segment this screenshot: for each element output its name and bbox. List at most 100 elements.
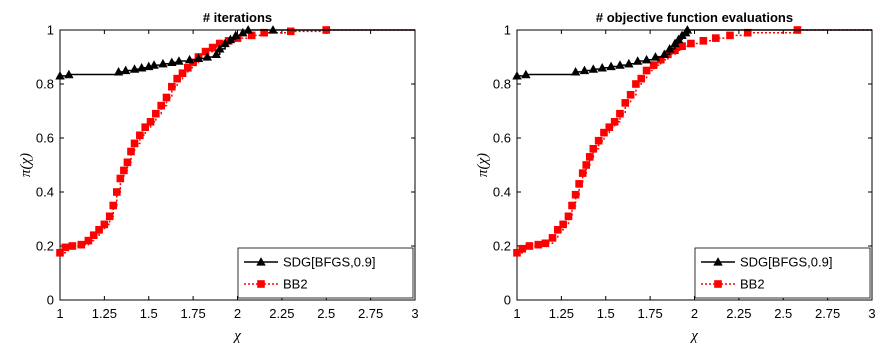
data-point	[157, 101, 165, 110]
y-tick-label: 0	[47, 293, 54, 308]
data-point	[61, 243, 70, 252]
series-bb2	[56, 26, 415, 257]
data-point	[215, 44, 225, 53]
legend-marker	[713, 257, 723, 266]
data-point	[100, 220, 109, 229]
y-tick-label: 0.6	[493, 131, 511, 146]
legend-marker	[257, 280, 265, 288]
data-point	[243, 25, 253, 34]
data-point	[564, 212, 573, 221]
data-point	[579, 65, 590, 75]
data-point	[84, 236, 93, 245]
data-point	[158, 58, 168, 68]
data-point	[174, 56, 184, 65]
data-point	[606, 61, 616, 71]
data-point	[109, 201, 118, 210]
x-tick-label: 2.75	[815, 306, 840, 321]
data-point	[184, 54, 195, 64]
data-point	[711, 34, 720, 42]
data-point	[726, 31, 734, 40]
data-point	[571, 190, 580, 199]
data-point	[162, 93, 171, 102]
data-point	[123, 158, 132, 167]
data-point	[541, 239, 550, 248]
x-axis-label: χ	[689, 328, 698, 344]
data-point	[616, 109, 624, 118]
y-tick-label: 0.8	[36, 77, 54, 92]
data-point	[149, 60, 159, 69]
data-point	[600, 128, 608, 137]
data-point	[610, 118, 619, 126]
data-point	[624, 58, 634, 68]
data-point	[743, 28, 752, 37]
data-point	[678, 42, 686, 51]
data-point	[184, 64, 192, 72]
legend: SDG[BFGS,0.9] BB2	[237, 247, 414, 299]
data-point	[152, 109, 160, 118]
y-tick-label: 0.2	[36, 239, 54, 254]
data-point	[578, 169, 587, 177]
x-tick-label: 3	[868, 306, 875, 321]
data-point	[260, 28, 268, 37]
data-point	[167, 57, 177, 67]
y-tick-label: 0.4	[36, 185, 54, 200]
data-point	[621, 99, 630, 107]
x-tick-label: 1.25	[92, 306, 117, 321]
data-point	[585, 153, 594, 161]
x-tick-label: 1	[513, 306, 520, 321]
data-point	[130, 139, 139, 148]
data-point	[642, 66, 651, 75]
data-point	[116, 174, 125, 183]
y-tick-label: 0.8	[493, 77, 511, 92]
y-tick-label: 1	[47, 23, 54, 38]
x-tick-label: 1.25	[549, 306, 574, 321]
legend-box	[694, 247, 871, 299]
data-point	[129, 64, 140, 73]
y-tick-label: 0.4	[493, 185, 511, 200]
data-point	[597, 62, 607, 72]
data-point	[626, 91, 635, 99]
x-tick-label: 2.5	[774, 306, 792, 321]
data-point	[525, 242, 534, 250]
data-point	[113, 188, 121, 196]
data-point	[68, 242, 77, 250]
x-tick-label: 2.25	[726, 306, 751, 321]
data-point	[650, 52, 661, 61]
data-point	[605, 123, 614, 131]
y-axis-label: π(χ)	[18, 153, 34, 177]
series-sdg	[55, 25, 415, 80]
data-point	[659, 49, 670, 58]
data-point	[568, 201, 576, 210]
legend: SDG[BFGS,0.9] BB2	[694, 247, 871, 299]
legend-label: SDG[BFGS,0.9]	[283, 255, 375, 270]
data-point	[664, 44, 675, 53]
data-point	[56, 248, 64, 257]
x-tick-label: 1	[56, 306, 63, 321]
data-point	[594, 136, 603, 145]
data-point	[512, 71, 522, 80]
data-point	[136, 131, 144, 140]
data-point	[120, 166, 128, 175]
data-point	[95, 226, 103, 234]
y-tick-label: 1	[504, 23, 511, 38]
data-point	[575, 180, 583, 188]
data-point	[641, 54, 652, 64]
x-tick-label: 3	[411, 306, 418, 321]
data-point	[55, 71, 65, 80]
data-point	[687, 39, 695, 48]
y-tick-label: 0	[504, 293, 511, 308]
data-point	[89, 231, 98, 239]
data-point	[588, 64, 599, 73]
data-point	[682, 25, 693, 34]
data-point	[173, 74, 181, 83]
x-tick-label: 2	[234, 306, 241, 321]
series-line	[517, 29, 872, 77]
legend-label: SDG[BFGS,0.9]	[740, 255, 832, 270]
data-point	[699, 36, 708, 45]
y-tick-label: 0.2	[493, 239, 511, 254]
legend-box	[237, 247, 414, 299]
data-point	[268, 25, 278, 34]
data-point	[231, 30, 241, 40]
y-tick-label: 0.6	[36, 131, 54, 146]
